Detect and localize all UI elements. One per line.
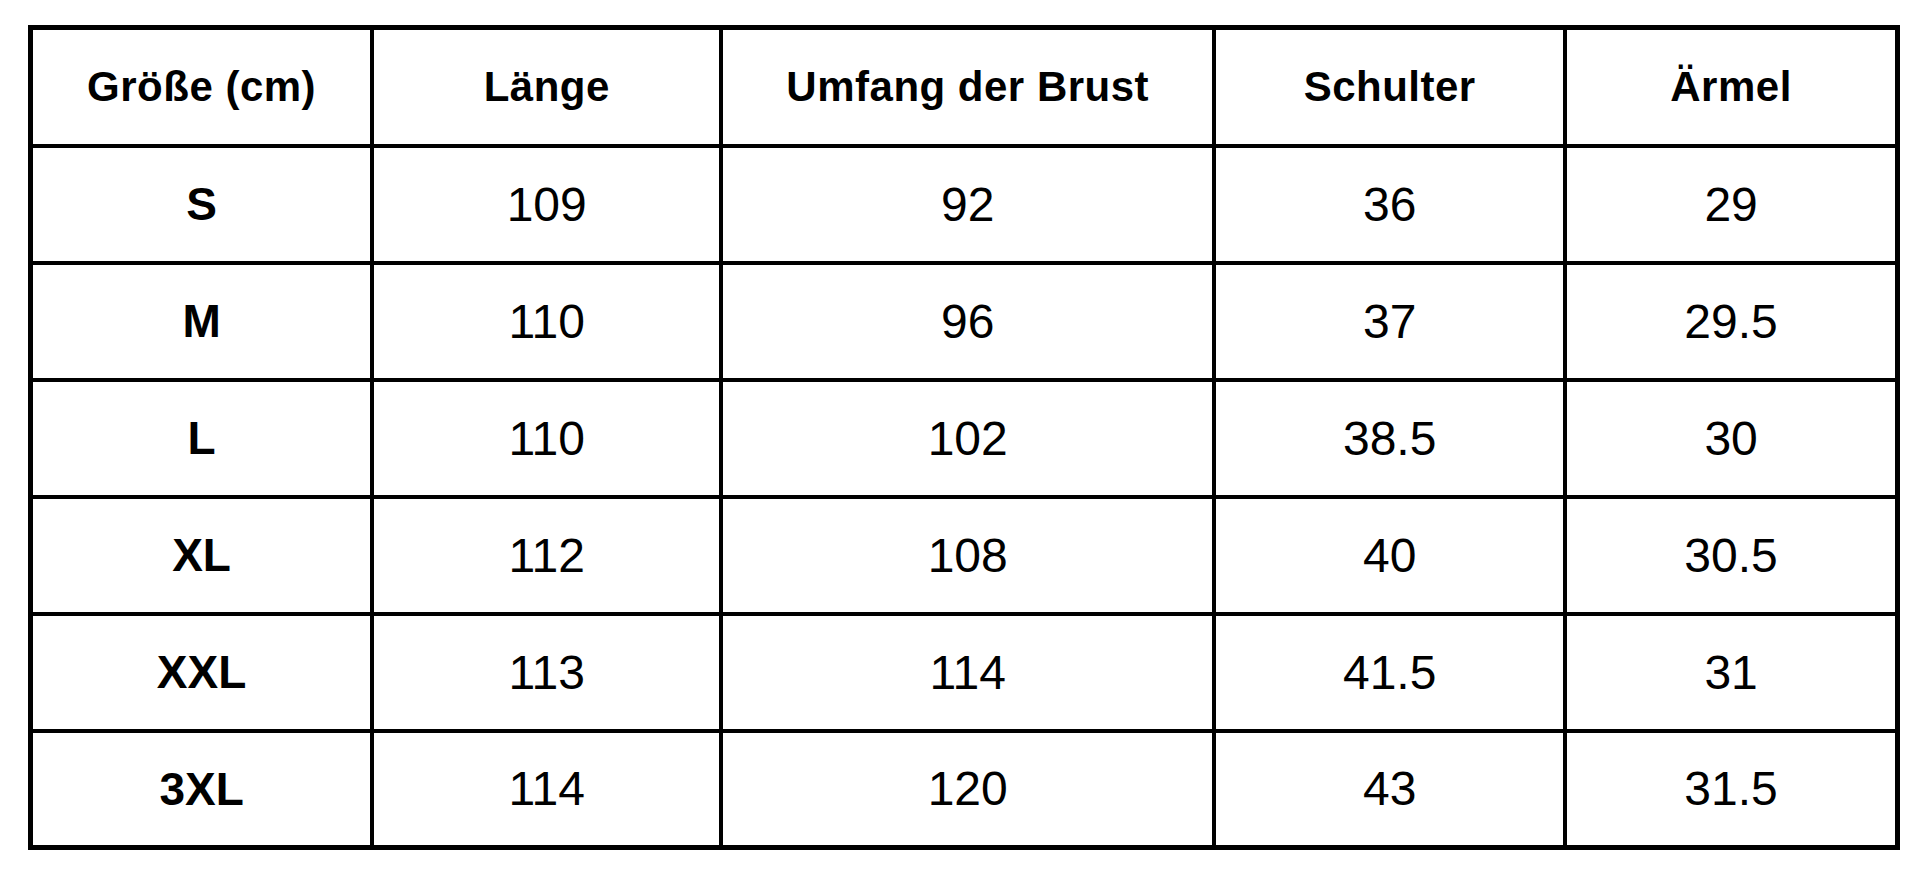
- size-table: Größe (cm) Länge Umfang der Brust Schult…: [28, 25, 1900, 850]
- measurement-cell: 102: [721, 380, 1214, 497]
- column-header-size: Größe (cm): [31, 28, 373, 146]
- measurement-cell: 30: [1565, 380, 1897, 497]
- size-chart-container: Größe (cm) Länge Umfang der Brust Schult…: [28, 25, 1900, 845]
- size-label-cell: L: [31, 380, 373, 497]
- measurement-cell: 38.5: [1214, 380, 1565, 497]
- measurement-cell: 36: [1214, 146, 1565, 263]
- column-header-length: Länge: [372, 28, 721, 146]
- size-label-cell: XXL: [31, 614, 373, 731]
- table-row: XL 112 108 40 30.5: [31, 497, 1898, 614]
- table-row: L 110 102 38.5 30: [31, 380, 1898, 497]
- measurement-cell: 30.5: [1565, 497, 1897, 614]
- measurement-cell: 40: [1214, 497, 1565, 614]
- size-label-cell: M: [31, 263, 373, 380]
- measurement-cell: 112: [372, 497, 721, 614]
- column-header-chest: Umfang der Brust: [721, 28, 1214, 146]
- measurement-cell: 29: [1565, 146, 1897, 263]
- measurement-cell: 114: [721, 614, 1214, 731]
- measurement-cell: 110: [372, 380, 721, 497]
- measurement-cell: 31: [1565, 614, 1897, 731]
- table-row: S 109 92 36 29: [31, 146, 1898, 263]
- measurement-cell: 37: [1214, 263, 1565, 380]
- measurement-cell: 109: [372, 146, 721, 263]
- measurement-cell: 31.5: [1565, 731, 1897, 848]
- size-label-cell: XL: [31, 497, 373, 614]
- measurement-cell: 92: [721, 146, 1214, 263]
- column-header-sleeve: Ärmel: [1565, 28, 1897, 146]
- table-row: M 110 96 37 29.5: [31, 263, 1898, 380]
- measurement-cell: 120: [721, 731, 1214, 848]
- table-row: 3XL 114 120 43 31.5: [31, 731, 1898, 848]
- table-row: XXL 113 114 41.5 31: [31, 614, 1898, 731]
- measurement-cell: 96: [721, 263, 1214, 380]
- size-label-cell: 3XL: [31, 731, 373, 848]
- column-header-shoulder: Schulter: [1214, 28, 1565, 146]
- measurement-cell: 108: [721, 497, 1214, 614]
- measurement-cell: 41.5: [1214, 614, 1565, 731]
- size-label-cell: S: [31, 146, 373, 263]
- measurement-cell: 113: [372, 614, 721, 731]
- measurement-cell: 114: [372, 731, 721, 848]
- measurement-cell: 43: [1214, 731, 1565, 848]
- measurement-cell: 110: [372, 263, 721, 380]
- measurement-cell: 29.5: [1565, 263, 1897, 380]
- header-row: Größe (cm) Länge Umfang der Brust Schult…: [31, 28, 1898, 146]
